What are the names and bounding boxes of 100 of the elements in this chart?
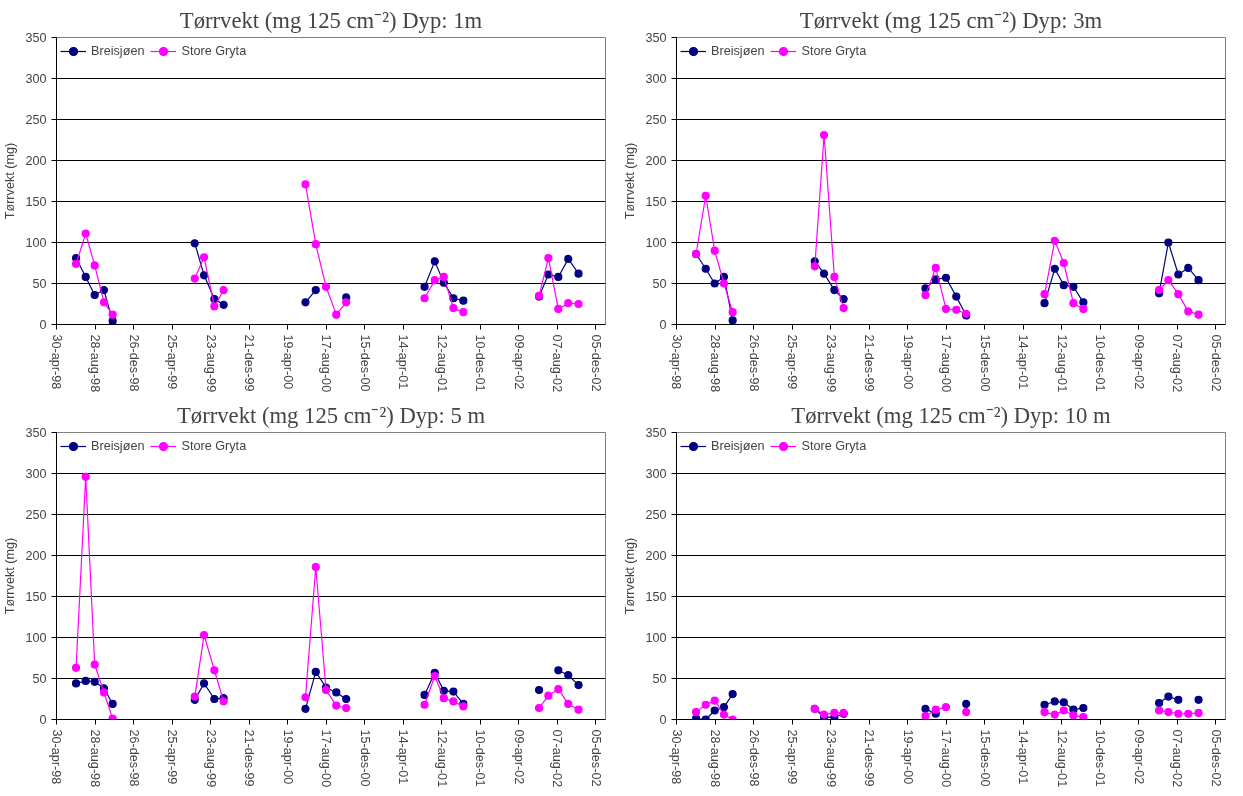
x-tick-label: 19-apr-00 (280, 334, 295, 390)
x-tick-label: 17-aug-00 (319, 729, 334, 788)
x-tick-label: 30-apr-98 (669, 334, 684, 390)
x-tick-label: 23-aug-99 (203, 729, 218, 788)
x-tick-label: 26-des-98 (746, 334, 761, 392)
legend-label: Store Gryta (801, 44, 867, 58)
x-tick-label: 28-aug-98 (708, 334, 722, 393)
x-tick-label: 17-aug-00 (939, 334, 954, 393)
chart-title: Tørrvekt (mg 125 cm⁻²) Dyp: 10 m (791, 402, 1112, 428)
legend-label: Breisjøen (711, 44, 765, 58)
legend-label: Breisjøen (711, 439, 765, 453)
legend-label: Breisjøen (91, 439, 145, 453)
y-tick-label: 200 (645, 154, 667, 168)
x-tick-label: 28-aug-98 (88, 334, 102, 393)
x-tick-label: 25-apr-99 (785, 729, 800, 785)
y-tick-label: 50 (32, 672, 47, 686)
y-tick-label: 250 (645, 113, 667, 127)
x-tick-label: 23-aug-99 (823, 729, 838, 788)
x-tick-label: 14-apr-01 (396, 334, 411, 390)
x-tick-label: 30-apr-98 (49, 334, 64, 390)
legend-label: Store Gryta (181, 439, 247, 453)
y-tick-label: 150 (25, 195, 47, 209)
x-tick-label: 19-apr-00 (900, 334, 915, 390)
x-tick-label: 07-aug-02 (550, 334, 565, 393)
y-tick-label: 0 (39, 713, 47, 727)
x-tick-label: 12-aug-01 (1054, 729, 1069, 788)
x-tick-label: 09-apr-02 (511, 729, 526, 785)
y-tick-label: 150 (645, 195, 667, 209)
chart-title: Tørrvekt (mg 125 cm⁻²) Dyp: 1m (179, 7, 483, 33)
x-tick-label: 12-aug-01 (434, 334, 449, 393)
x-tick-label: 09-apr-02 (1131, 334, 1146, 390)
y-tick-label: 200 (645, 549, 667, 563)
x-tick-label: 10-des-01 (473, 334, 488, 392)
y-tick-label: 150 (645, 590, 667, 604)
y-tick-label: 250 (25, 113, 47, 127)
chart-title: Tørrvekt (mg 125 cm⁻²) Dyp: 3m (799, 7, 1103, 33)
y-tick-label: 350 (645, 31, 667, 45)
x-tick-label: 17-aug-00 (319, 334, 334, 393)
x-tick-label: 05-des-02 (588, 334, 603, 392)
y-tick-label: 350 (645, 426, 667, 440)
x-tick-label: 05-des-02 (588, 729, 603, 787)
x-tick-label: 30-apr-98 (669, 729, 684, 785)
x-tick-label: 26-des-98 (126, 334, 141, 392)
y-tick-label: 350 (25, 426, 47, 440)
x-tick-label: 30-apr-98 (49, 729, 64, 785)
x-tick-label: 07-aug-02 (1170, 334, 1185, 393)
x-tick-label: 21-des-99 (862, 334, 877, 392)
y-axis-title: Tørrvekt (mg) (623, 142, 638, 220)
y-tick-label: 150 (25, 590, 47, 604)
y-tick-label: 200 (25, 154, 47, 168)
x-tick-label: 25-apr-99 (165, 729, 180, 785)
x-tick-label: 07-aug-02 (550, 729, 565, 788)
x-tick-label: 25-apr-99 (165, 334, 180, 390)
chart-title: Tørrvekt (mg 125 cm⁻²) Dyp: 5 m (177, 402, 486, 428)
legend-label: Breisjøen (91, 44, 145, 58)
x-tick-label: 19-apr-00 (280, 729, 295, 785)
x-tick-label: 15-des-00 (357, 729, 372, 787)
y-tick-label: 100 (25, 631, 47, 645)
x-tick-label: 09-apr-02 (511, 334, 526, 390)
y-tick-label: 100 (25, 236, 47, 250)
y-tick-label: 50 (32, 277, 47, 291)
y-tick-label: 100 (645, 631, 667, 645)
y-tick-label: 300 (25, 72, 47, 86)
x-tick-label: 17-aug-00 (939, 729, 954, 788)
x-tick-label: 15-des-00 (977, 729, 992, 787)
y-tick-label: 350 (25, 31, 47, 45)
x-tick-label: 28-aug-98 (88, 729, 102, 788)
x-tick-label: 10-des-01 (473, 729, 488, 787)
y-tick-label: 0 (659, 713, 667, 727)
y-axis-title: Tørrvekt (mg) (3, 142, 18, 220)
y-tick-label: 200 (25, 549, 47, 563)
x-tick-label: 10-des-01 (1093, 334, 1108, 392)
x-tick-label: 19-apr-00 (900, 729, 915, 785)
x-tick-label: 23-aug-99 (203, 334, 218, 393)
x-tick-label: 09-apr-02 (1131, 729, 1146, 785)
y-tick-label: 50 (652, 277, 667, 291)
y-tick-label: 0 (659, 318, 667, 332)
x-tick-label: 21-des-99 (242, 729, 257, 787)
y-axis-title: Tørrvekt (mg) (623, 537, 638, 615)
x-tick-label: 14-apr-01 (396, 729, 411, 785)
legend-label: Store Gryta (801, 439, 867, 453)
x-tick-label: 25-apr-99 (785, 334, 800, 390)
x-tick-label: 26-des-98 (126, 729, 141, 787)
x-tick-label: 10-des-01 (1093, 729, 1108, 787)
y-tick-label: 250 (25, 508, 47, 522)
x-tick-label: 14-apr-01 (1016, 334, 1031, 390)
legend-label: Store Gryta (181, 44, 247, 58)
x-tick-label: 05-des-02 (1208, 334, 1223, 392)
y-tick-label: 0 (39, 318, 47, 332)
x-tick-label: 15-des-00 (977, 334, 992, 392)
y-tick-label: 300 (25, 467, 47, 481)
y-axis-title: Tørrvekt (mg) (3, 537, 18, 615)
x-tick-label: 21-des-99 (242, 334, 257, 392)
x-tick-label: 28-aug-98 (708, 729, 722, 788)
x-tick-label: 12-aug-01 (434, 729, 449, 788)
x-tick-label: 23-aug-99 (823, 334, 838, 393)
y-tick-label: 50 (652, 672, 667, 686)
y-tick-label: 250 (645, 508, 667, 522)
x-tick-label: 15-des-00 (357, 334, 372, 392)
y-tick-label: 300 (645, 72, 667, 86)
